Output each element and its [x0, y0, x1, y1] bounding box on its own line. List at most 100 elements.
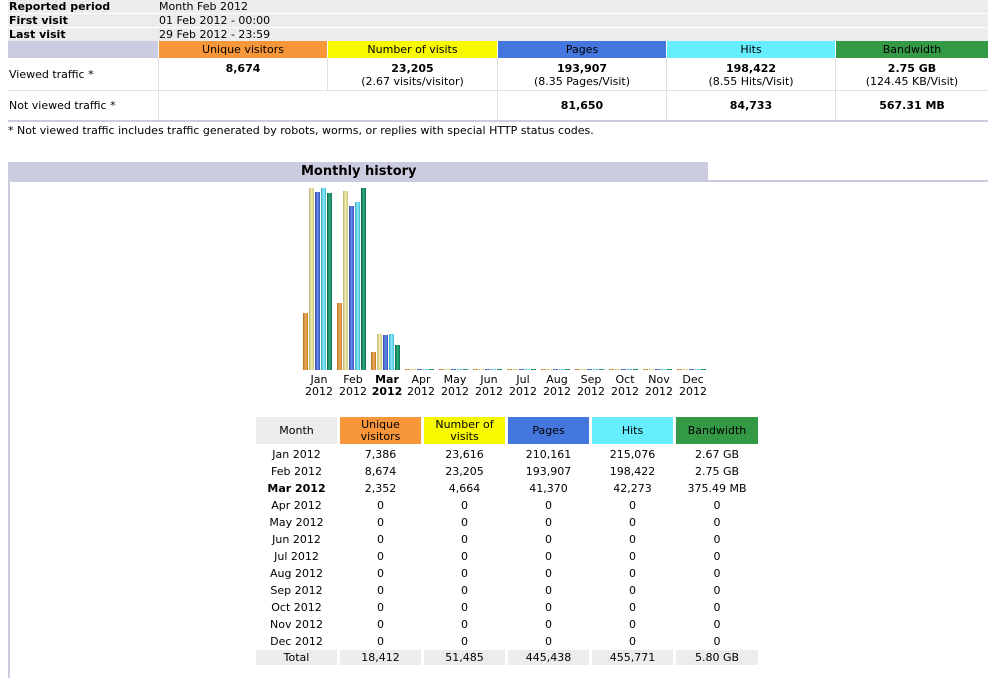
chart-label-year: 2012 [611, 385, 639, 398]
table-cell-visits: 0 [461, 618, 468, 631]
chart-label-year: 2012 [475, 385, 503, 398]
table-cell-unique: 0 [377, 584, 384, 597]
table-cell-month: Dec 2012 [270, 635, 323, 648]
reported-period-value: Month Feb 2012 [159, 0, 248, 13]
viewed-traffic-label: Viewed traffic * [9, 68, 94, 81]
table-cell-pages: 0 [545, 550, 552, 563]
chart-label-year: 2012 [543, 385, 571, 398]
table-cell-pages: 0 [545, 499, 552, 512]
table-cell-hits: 198,422 [609, 465, 656, 478]
table-cell-pages: 0 [545, 516, 552, 529]
reported-period-label: Reported period [9, 0, 111, 13]
pages-bar-sep-2012 [587, 369, 592, 370]
table-cell-hits: 215,076 [609, 448, 656, 461]
table-cell-month: Mar 2012 [267, 482, 326, 495]
table-cell-bandwidth: 0 [713, 601, 721, 614]
table-header-visits: Number of visits [424, 417, 505, 444]
visits-bar-aug-2012 [547, 369, 552, 370]
table-cell-hits: 0 [629, 584, 636, 597]
visits-bar-feb-2012 [343, 191, 348, 370]
table-cell-unique: 0 [377, 635, 384, 648]
table-cell-unique: 0 [377, 533, 384, 546]
not-viewed-hits-value: 84,733 [729, 99, 773, 112]
visits-bar-oct-2012 [615, 369, 620, 370]
pages-bar-may-2012 [451, 369, 456, 370]
not-viewed-bandwidth-value: 567.31 MB [879, 99, 945, 112]
chart-label-year: 2012 [305, 385, 333, 398]
footnote: * Not viewed traffic includes traffic ge… [8, 124, 594, 137]
table-cell-pages: 193,907 [525, 465, 572, 478]
chart-label-year: 2012 [577, 385, 605, 398]
summary-header-visits: Number of visits [328, 41, 497, 58]
unique-bar-oct-2012 [609, 369, 614, 370]
visits-bar-nov-2012 [649, 369, 654, 370]
chart-label-month: Oct [615, 373, 635, 386]
hits-bar-aug-2012 [559, 369, 564, 370]
table-cell-bandwidth: 0 [713, 533, 721, 546]
chart-label-mar: Mar 2012 [370, 374, 404, 398]
table-total-hits: 455,771 [592, 650, 673, 665]
monthly-history-title: Monthly history [301, 164, 417, 179]
hits-bar-dec-2012 [695, 369, 700, 370]
table-total-unique: 18,412 [340, 650, 421, 665]
table-cell-month: Aug 2012 [270, 567, 323, 580]
table-cell-visits: 0 [461, 499, 468, 512]
visits-bar-sep-2012 [581, 369, 586, 370]
hits-bar-nov-2012 [661, 369, 666, 370]
chart-label-sep: Sep 2012 [574, 374, 608, 398]
table-cell-month: Jul 2012 [274, 550, 319, 563]
table-cell-bandwidth: 2.75 GB [694, 465, 740, 478]
table-cell-visits: 23,616 [445, 448, 484, 461]
viewed-hits-sub: (8.55 Hits/Visit) [708, 75, 794, 88]
summary-header-unique: Unique visitors [159, 41, 327, 58]
chart-label-nov: Nov 2012 [642, 374, 676, 398]
chart-label-month: Jul [516, 373, 530, 386]
unique-bar-jul-2012 [507, 369, 512, 370]
table-header-pages: Pages [508, 417, 589, 444]
table-cell-unique: 0 [377, 499, 384, 512]
table-cell-bandwidth: 375.49 MB [687, 482, 747, 495]
table-cell-unique: 8,674 [364, 465, 397, 478]
hits-bar-feb-2012 [355, 202, 360, 370]
table-cell-bandwidth: 0 [713, 499, 721, 512]
monthly-history-title-bar: Monthly history [8, 162, 708, 182]
table-cell-month: May 2012 [269, 516, 324, 529]
chart-label-month: Jun [480, 373, 498, 386]
bandwidth-bar-jan-2012 [327, 193, 332, 370]
bandwidth-bar-feb-2012 [361, 188, 366, 370]
summary-row-last-visit: Last visit 29 Feb 2012 - 23:59 [8, 28, 988, 41]
chart-label-year: 2012 [679, 385, 707, 398]
table-cell-month: Sep 2012 [270, 584, 323, 597]
viewed-visits-value: 23,205 [391, 62, 434, 75]
unique-bar-apr-2012 [405, 369, 410, 370]
pages-bar-nov-2012 [655, 369, 660, 370]
table-cell-unique: 0 [377, 601, 384, 614]
chart-label-year: 2012 [645, 385, 673, 398]
table-cell-hits: 42,273 [613, 482, 652, 495]
pages-bar-mar-2012 [383, 335, 388, 370]
table-cell-visits: 0 [461, 516, 468, 529]
not-viewed-traffic-label: Not viewed traffic * [9, 99, 116, 112]
bandwidth-bar-sep-2012 [599, 369, 604, 370]
summary-row-reported-period: Reported period Month Feb 2012 [8, 0, 988, 13]
viewed-pages-sub: (8.35 Pages/Visit) [533, 75, 631, 88]
table-cell-pages: 0 [545, 567, 552, 580]
unique-bar-jun-2012 [473, 369, 478, 370]
table-cell-pages: 0 [545, 584, 552, 597]
table-header-bandwidth: Bandwidth [676, 417, 758, 444]
chart-label-jan: Jan 2012 [302, 374, 336, 398]
viewed-bandwidth-value: 2.75 GB [887, 62, 937, 75]
chart-label-year: 2012 [407, 385, 435, 398]
table-cell-unique: 0 [377, 618, 384, 631]
viewed-pages-value: 193,907 [556, 62, 608, 75]
chart-label-month: Feb [343, 373, 363, 386]
viewed-unique-value: 8,674 [225, 62, 261, 75]
table-cell-bandwidth: 0 [713, 567, 721, 580]
table-header-unique: Unique visitors [340, 417, 421, 444]
unique-bar-sep-2012 [575, 369, 580, 370]
table-cell-hits: 0 [629, 499, 636, 512]
visits-bar-jan-2012 [309, 188, 314, 370]
table-cell-month: Feb 2012 [271, 465, 322, 478]
table-cell-hits: 0 [629, 550, 636, 563]
chart-label-month: Nov [648, 373, 670, 386]
